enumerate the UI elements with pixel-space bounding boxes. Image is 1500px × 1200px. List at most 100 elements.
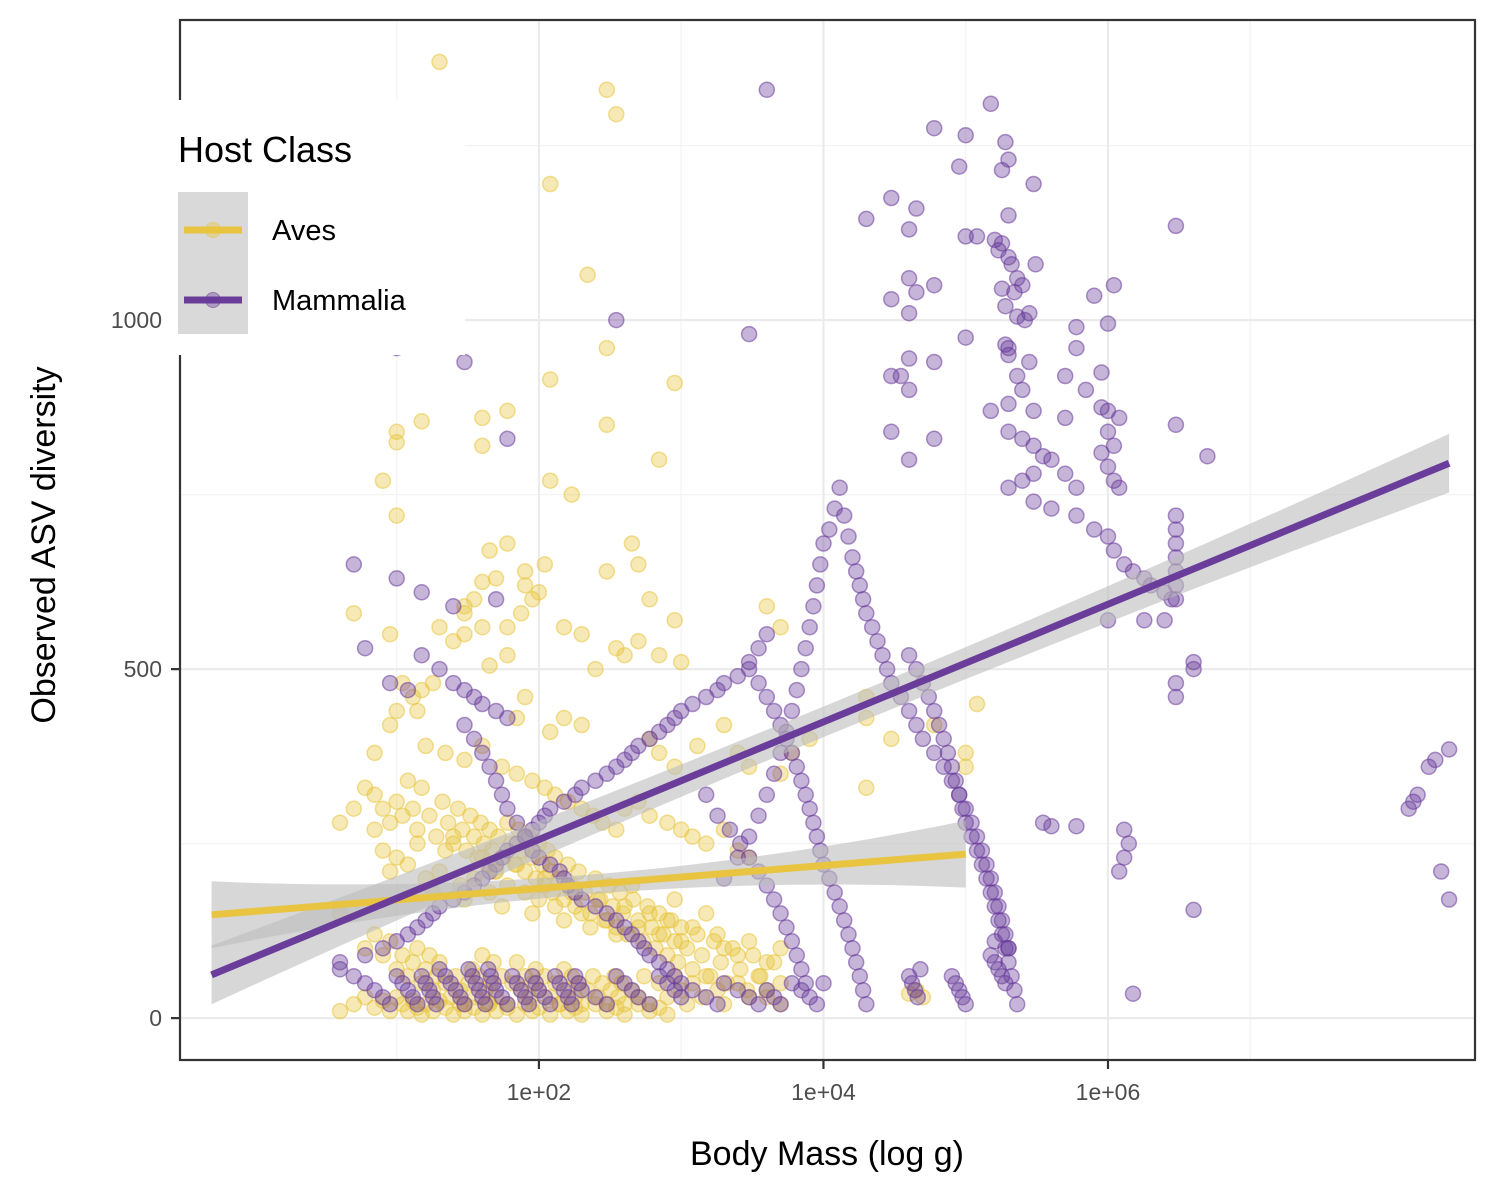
data-point: [587, 660, 604, 678]
x-tick-label: 1e+02: [507, 1079, 572, 1105]
data-point: [744, 947, 762, 964]
plot-panel-border: [178, 18, 1477, 1062]
data-point: [797, 786, 814, 804]
data-point: [409, 940, 426, 957]
data-point: [715, 716, 733, 734]
data-point: [650, 646, 668, 664]
data-point: [374, 842, 392, 859]
data-point: [1167, 521, 1185, 538]
data-point: [1099, 458, 1117, 475]
grid: [180, 20, 1475, 1060]
data-point: [1056, 367, 1074, 385]
data-point: [997, 133, 1014, 151]
data-point: [508, 954, 526, 971]
data-point: [978, 870, 995, 887]
data-point: [835, 507, 853, 524]
data-point: [1000, 207, 1017, 224]
data-point: [366, 821, 383, 838]
data-point: [541, 800, 559, 817]
data-point: [715, 995, 733, 1013]
data-point: [968, 695, 986, 713]
data-point: [900, 221, 918, 238]
data-point: [666, 374, 683, 392]
data-point: [1440, 741, 1458, 758]
data-point: [854, 591, 872, 608]
data-point: [445, 835, 462, 852]
data-point: [623, 535, 641, 552]
data-point: [1003, 256, 1020, 273]
data-point: [883, 290, 900, 308]
data-point: [797, 974, 814, 992]
legend-entry-aves: Aves: [184, 215, 336, 247]
data-point: [900, 702, 918, 720]
data-point: [474, 695, 491, 713]
data-point: [863, 618, 881, 636]
data-point: [1440, 891, 1458, 908]
data-point: [1056, 409, 1074, 427]
data-point: [428, 995, 445, 1013]
data-point: [1110, 409, 1128, 427]
data-point: [630, 556, 647, 573]
data-point: [1085, 521, 1103, 538]
data-point: [968, 842, 986, 859]
data-point: [750, 807, 767, 824]
data-point: [512, 605, 530, 622]
data-point: [481, 542, 498, 559]
data-point: [388, 434, 405, 451]
data-point: [990, 912, 1007, 929]
data-point: [963, 828, 980, 845]
data-point: [758, 625, 776, 643]
data-point: [573, 981, 590, 999]
data-point: [381, 625, 399, 643]
data-point: [900, 451, 918, 468]
data-point: [815, 535, 832, 552]
data-point: [672, 919, 690, 936]
data-point: [815, 974, 832, 992]
data-point: [1027, 256, 1044, 273]
data-point: [409, 835, 426, 852]
data-point: [356, 639, 374, 657]
data-point: [388, 570, 405, 587]
data-point: [689, 737, 706, 755]
data-point: [582, 919, 599, 936]
data-point: [374, 800, 392, 817]
data-point: [1077, 381, 1095, 399]
data-point: [666, 612, 683, 629]
data-point: [1124, 985, 1142, 1002]
data-point: [541, 472, 559, 489]
data-point: [516, 577, 534, 594]
data-point: [982, 95, 1000, 113]
data-point: [993, 161, 1011, 179]
data-point: [874, 646, 891, 664]
data-point: [943, 772, 961, 790]
data-point: [608, 105, 625, 123]
data-point: [758, 598, 776, 615]
data-point: [793, 961, 810, 978]
data-point: [413, 584, 430, 601]
data-point: [1043, 500, 1060, 517]
data-point: [925, 744, 943, 762]
data-point: [672, 653, 690, 671]
data-point: [409, 702, 426, 720]
y-tick-label: 500: [124, 656, 162, 682]
data-point: [1105, 437, 1123, 455]
data-point: [1068, 339, 1085, 357]
data-point: [740, 933, 758, 950]
data-point: [900, 646, 918, 664]
data-point: [982, 884, 1000, 901]
data-point: [1105, 276, 1123, 294]
data-point: [493, 786, 511, 804]
data-point: [573, 1006, 590, 1023]
data-point: [1120, 835, 1138, 852]
data-point: [650, 744, 668, 762]
data-point: [721, 821, 739, 838]
x-tick-label: 1e+04: [791, 1079, 856, 1105]
data-point: [740, 653, 758, 671]
data-point: [1025, 437, 1042, 455]
data-point: [1056, 465, 1074, 482]
data-point: [854, 981, 872, 999]
data-point: [1156, 612, 1173, 629]
data-point: [573, 716, 590, 734]
data-point: [413, 646, 430, 664]
data-point: [997, 297, 1014, 315]
